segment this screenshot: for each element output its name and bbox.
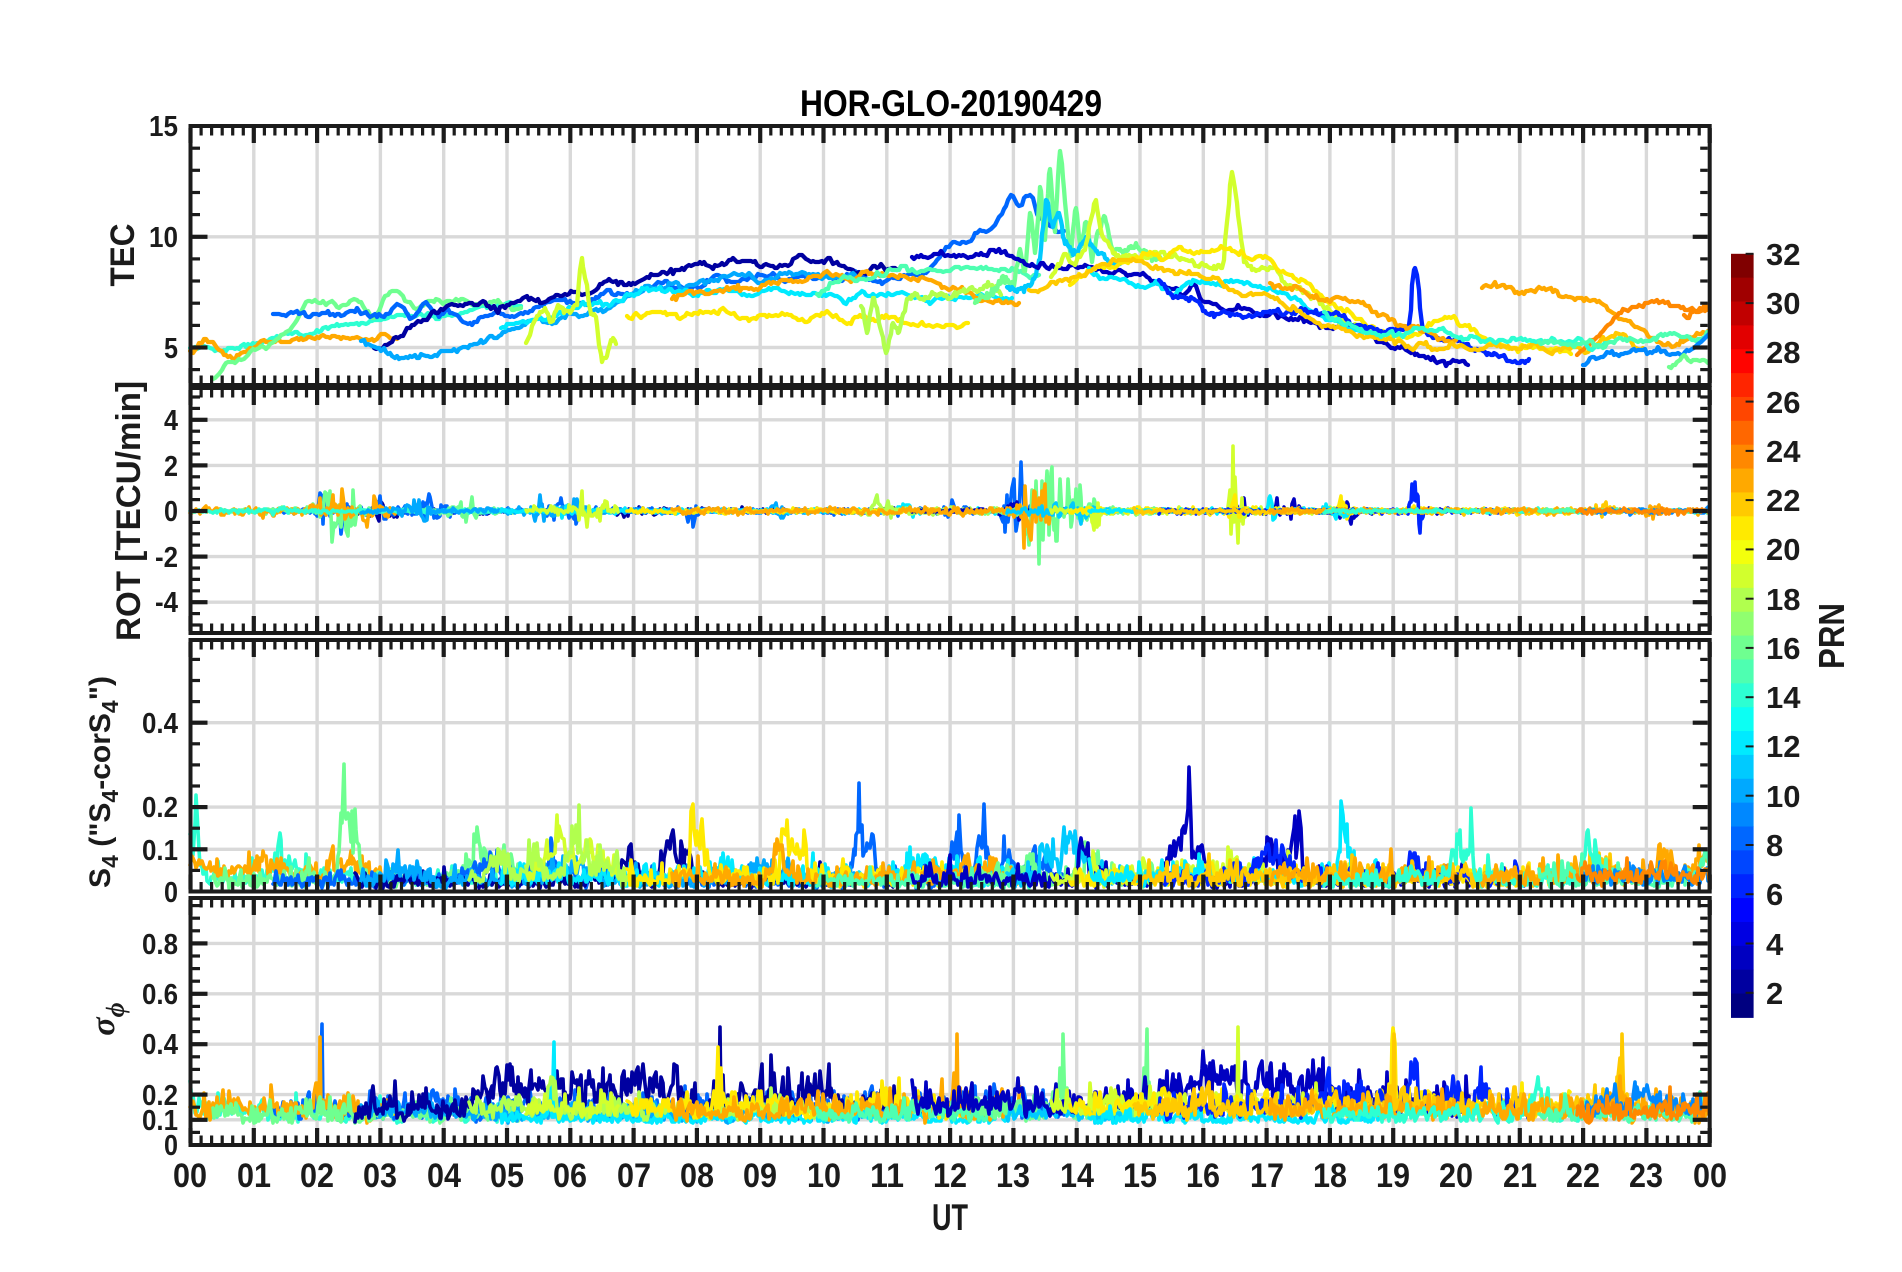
svg-text:00: 00 bbox=[173, 1157, 207, 1195]
svg-text:5: 5 bbox=[164, 333, 178, 365]
svg-text:18: 18 bbox=[1313, 1157, 1347, 1195]
svg-text:21: 21 bbox=[1503, 1157, 1537, 1195]
svg-text:TEC: TEC bbox=[104, 224, 142, 287]
svg-text:08: 08 bbox=[680, 1157, 714, 1195]
svg-text:2: 2 bbox=[1766, 976, 1783, 1011]
svg-text:8: 8 bbox=[1766, 828, 1783, 863]
svg-text:13: 13 bbox=[996, 1157, 1030, 1195]
svg-text:11: 11 bbox=[870, 1157, 904, 1195]
svg-text:22: 22 bbox=[1566, 1157, 1600, 1195]
svg-text:-2: -2 bbox=[155, 542, 178, 574]
svg-text:0.4: 0.4 bbox=[142, 708, 178, 740]
svg-text:05: 05 bbox=[490, 1157, 524, 1195]
svg-text:26: 26 bbox=[1766, 385, 1800, 420]
svg-text:20: 20 bbox=[1439, 1157, 1473, 1195]
svg-text:22: 22 bbox=[1766, 483, 1800, 518]
svg-text:UT: UT bbox=[932, 1197, 968, 1238]
svg-text:4: 4 bbox=[164, 405, 178, 437]
svg-text:24: 24 bbox=[1766, 434, 1801, 469]
svg-text:PRN: PRN bbox=[1811, 603, 1852, 669]
svg-text:4: 4 bbox=[1766, 927, 1784, 962]
svg-text:03: 03 bbox=[363, 1157, 397, 1195]
svg-text:0.8: 0.8 bbox=[142, 929, 178, 961]
svg-text:12: 12 bbox=[933, 1157, 967, 1195]
svg-text:0.4: 0.4 bbox=[142, 1029, 178, 1061]
svg-text:14: 14 bbox=[1766, 680, 1801, 715]
svg-text:16: 16 bbox=[1186, 1157, 1220, 1195]
svg-text:19: 19 bbox=[1376, 1157, 1410, 1195]
svg-text:0: 0 bbox=[164, 877, 178, 909]
svg-text:15: 15 bbox=[1123, 1157, 1157, 1195]
svg-text:30: 30 bbox=[1766, 286, 1800, 321]
svg-text:16: 16 bbox=[1766, 631, 1800, 666]
svg-text:23: 23 bbox=[1629, 1157, 1663, 1195]
svg-text:17: 17 bbox=[1250, 1157, 1284, 1195]
svg-text:6: 6 bbox=[1766, 877, 1783, 912]
svg-text:12: 12 bbox=[1766, 729, 1800, 764]
svg-text:02: 02 bbox=[300, 1157, 334, 1195]
svg-text:ROT [TECU/min]: ROT [TECU/min] bbox=[110, 381, 148, 641]
svg-text:15: 15 bbox=[149, 111, 178, 143]
svg-text:07: 07 bbox=[617, 1157, 651, 1195]
svg-text:01: 01 bbox=[237, 1157, 271, 1195]
svg-text:32: 32 bbox=[1766, 237, 1800, 272]
svg-text:0: 0 bbox=[164, 1130, 178, 1162]
svg-text:06: 06 bbox=[553, 1157, 587, 1195]
svg-text:10: 10 bbox=[149, 222, 178, 254]
svg-text:2: 2 bbox=[164, 451, 178, 483]
svg-text:HOR-GLO-20190429: HOR-GLO-20190429 bbox=[800, 83, 1102, 124]
svg-text:0.6: 0.6 bbox=[142, 979, 178, 1011]
svg-text:0.2: 0.2 bbox=[142, 1080, 178, 1112]
svg-text:0.1: 0.1 bbox=[142, 1105, 178, 1137]
svg-text:14: 14 bbox=[1060, 1157, 1094, 1195]
svg-text:28: 28 bbox=[1766, 335, 1800, 370]
svg-text:04: 04 bbox=[427, 1157, 461, 1195]
svg-text:-4: -4 bbox=[155, 587, 178, 619]
svg-text:00: 00 bbox=[1693, 1157, 1727, 1195]
svg-text:18: 18 bbox=[1766, 582, 1800, 617]
svg-text:09: 09 bbox=[743, 1157, 777, 1195]
svg-text:20: 20 bbox=[1766, 532, 1800, 567]
svg-text:10: 10 bbox=[807, 1157, 841, 1195]
svg-text:0.2: 0.2 bbox=[142, 792, 178, 824]
svg-text:10: 10 bbox=[1766, 779, 1800, 814]
svg-text:0: 0 bbox=[164, 496, 178, 528]
svg-text:0.1: 0.1 bbox=[142, 835, 178, 867]
